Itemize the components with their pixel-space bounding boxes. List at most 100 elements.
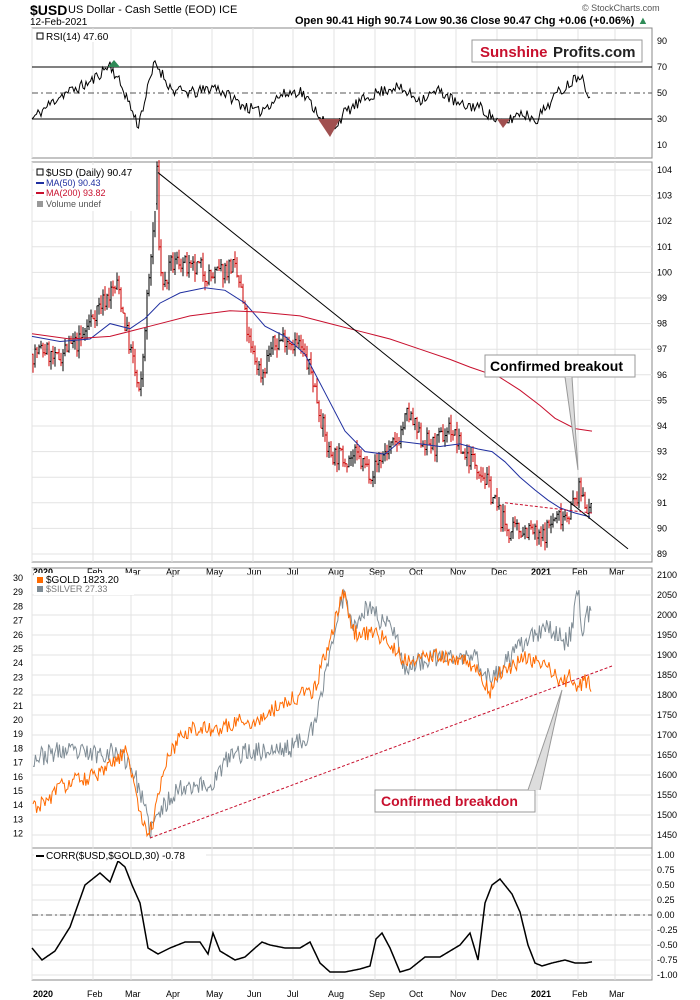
corr-x-tick-label: Jul	[287, 989, 299, 999]
corr-y-tick-label: -0.75	[657, 955, 678, 965]
gold-legend-swatch	[37, 577, 43, 583]
rsi-legend-bg	[34, 30, 102, 42]
silver-y-tick-label: 26	[13, 630, 23, 640]
corr-x-tick-label: Apr	[166, 989, 180, 999]
gold-y-tick-label: 1900	[657, 650, 677, 660]
corr-x-tick-label: Nov	[450, 989, 467, 999]
watermark-part2: Profits.com	[553, 44, 636, 61]
usd-y-tick-label: 97	[657, 344, 667, 354]
low-value: Low 90.36	[414, 15, 468, 27]
silver-y-tick-label: 28	[13, 601, 23, 611]
rsi-legend-label: RSI(14) 47.60	[46, 32, 109, 43]
corr-y-tick-label: -0.50	[657, 940, 678, 950]
rsi-y-tick-label: 70	[657, 62, 667, 72]
usd-x-tick-label: May	[206, 567, 224, 577]
silver-y-tick-label: 30	[13, 573, 23, 583]
usd-y-tick-label: 93	[657, 447, 667, 457]
corr-y-tick-label: 0.00	[657, 910, 675, 920]
silver-y-tick-label: 18	[13, 743, 23, 753]
close-value: Close 90.47	[470, 15, 532, 27]
silver-y-tick-label: 27	[13, 616, 23, 626]
chart-symbol: $USD	[30, 2, 68, 18]
usd-y-tick-label: 89	[657, 549, 667, 559]
gold-y-tick-label: 1500	[657, 810, 677, 820]
rsi-y-tick-label: 30	[657, 114, 667, 124]
gold-y-tick-label: 2100	[657, 570, 677, 580]
usd-x-tick-label: Feb	[572, 567, 588, 577]
corr-x-tick-label: Sep	[369, 989, 385, 999]
corr-y-tick-label: 0.50	[657, 880, 675, 890]
rsi-line	[31, 59, 591, 132]
gold-y-tick-label: 2050	[657, 590, 677, 600]
gold-y-tick-label: 1700	[657, 730, 677, 740]
chart-name: US Dollar - Cash Settle (EOD) ICE	[68, 4, 237, 16]
usd-y-tick-label: 104	[657, 165, 672, 175]
gold-legend-label: $GOLD 1823.20	[46, 575, 119, 586]
usd-x-tick-label: Dec	[491, 567, 508, 577]
silver-y-tick-label: 19	[13, 729, 23, 739]
breakdown-annotation-box	[374, 789, 536, 813]
corr-y-tick-label: -1.00	[657, 970, 678, 980]
corr-x-tick-label: Feb	[87, 989, 103, 999]
usd-y-tick-label: 91	[657, 498, 667, 508]
high-value: High 90.74	[356, 15, 412, 27]
ohlc-readout: Open 90.41 High 90.74 Low 90.36 Close 90…	[295, 15, 648, 27]
breakout-annotation-label: Confirmed breakout	[490, 358, 623, 374]
gold-y-tick-label: 2000	[657, 610, 677, 620]
usd-resistance-trendline	[157, 172, 629, 550]
silver-y-tick-label: 15	[13, 786, 23, 796]
silver-y-tick-label: 14	[13, 800, 23, 810]
silver-legend-label: $SILVER 27.33	[46, 584, 107, 594]
usd-y-tick-label: 102	[657, 216, 672, 226]
usd-x-tick-label: Feb	[87, 567, 103, 577]
usd-y-tick-label: 94	[657, 421, 667, 431]
rsi-y-tick-label: 10	[657, 140, 667, 150]
silver-y-tick-label: 13	[13, 814, 23, 824]
corr-x-tick-label: Oct	[409, 989, 424, 999]
ma50-line	[31, 287, 591, 518]
silver-y-tick-label: 25	[13, 644, 23, 654]
rsi-y-tick-label: 50	[657, 88, 667, 98]
gold-legend-bg	[34, 573, 134, 595]
change-arrow-icon: ▲	[637, 15, 649, 27]
volume-legend-label: Volume undef	[46, 199, 102, 209]
ma200-legend-label: MA(200) 93.82	[46, 188, 106, 198]
usd-x-tick-label: Apr	[166, 567, 180, 577]
usd-y-tick-label: 100	[657, 267, 672, 277]
ma50-legend-label: MA(50) 90.43	[46, 178, 101, 188]
gold-y-tick-label: 1550	[657, 790, 677, 800]
usd-x-tick-label: Mar	[609, 567, 625, 577]
silver-y-tick-label: 29	[13, 587, 23, 597]
gold-y-tick-label: 1650	[657, 750, 677, 760]
breakout-annotation-box	[484, 354, 636, 378]
corr-y-tick-label: 0.75	[657, 865, 675, 875]
usd-x-tick-label: Mar	[125, 567, 141, 577]
usd-x-tick-label: Jul	[287, 567, 299, 577]
usd-legend-bg	[34, 165, 156, 211]
silver-y-tick-label: 22	[13, 687, 23, 697]
instrument-name: US Dollar - Cash Settle (EOD)	[68, 4, 216, 16]
silver-y-tick-label: 17	[13, 758, 23, 768]
usd-y-tick-label: 90	[657, 523, 667, 533]
open-value: Open 90.41	[295, 15, 354, 27]
silver-y-tick-label: 12	[13, 829, 23, 839]
usd-y-tick-label: 95	[657, 395, 667, 405]
ma200-line	[31, 310, 593, 432]
gold-panel-frame	[31, 567, 653, 849]
corr-x-tick-label: 2020	[33, 989, 53, 999]
silver-y-tick-label: 21	[13, 701, 23, 711]
rsi-legend-swatch	[36, 32, 44, 40]
corr-line	[31, 859, 593, 973]
gold-y-tick-label: 1950	[657, 630, 677, 640]
change-value: Chg +0.06 (+0.06%)	[534, 15, 635, 27]
corr-legend-label: CORR($USD,$GOLD,30) -0.78	[46, 851, 185, 862]
usd-legend-swatch	[36, 168, 44, 176]
gold-y-tick-label: 1450	[657, 830, 677, 840]
rsi-y-tick-label: 90	[657, 36, 667, 46]
gold-support-trendline	[149, 665, 613, 839]
breakdown-annotation-pointer	[527, 689, 563, 791]
exchange: ICE	[219, 4, 238, 16]
watermark-part1: Sunshine	[480, 44, 548, 61]
silver-y-tick-label: 16	[13, 772, 23, 782]
volume-legend-swatch	[37, 201, 43, 207]
